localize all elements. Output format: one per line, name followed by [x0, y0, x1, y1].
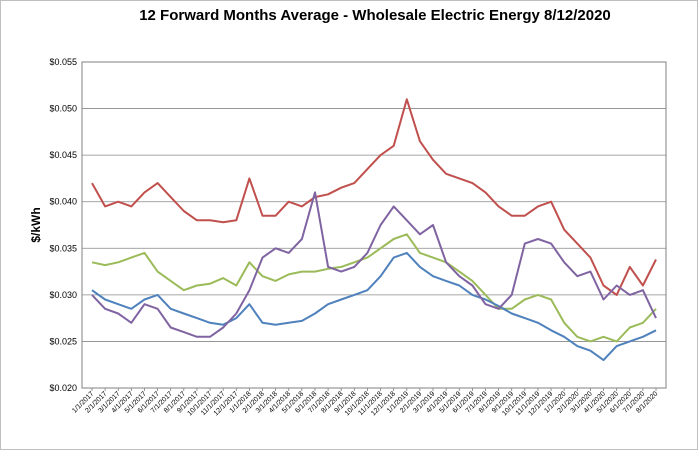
plot-area: [81, 61, 667, 389]
y-tick-label: $0.045: [49, 150, 77, 160]
series-line-2: [91, 233, 657, 343]
chart-title: 12 Forward Months Average - Wholesale El…: [139, 7, 611, 24]
y-tick-label: $0.025: [49, 336, 77, 346]
y-axis-label: $/kWh: [29, 207, 43, 242]
y-tick-label: $0.030: [49, 290, 77, 300]
y-tick-label: $0.040: [49, 197, 77, 207]
series-line-1: [91, 98, 657, 296]
y-tick-label: $0.020: [49, 383, 77, 393]
series-lines: [91, 98, 657, 362]
series-line-3: [91, 251, 657, 362]
series-line-4: [91, 191, 657, 338]
gridlines: [82, 61, 666, 389]
y-tick-label: $0.050: [49, 104, 77, 114]
y-tick-label: $0.055: [49, 57, 77, 67]
y-tick-label: $0.035: [49, 243, 77, 253]
y-axis: $0.020 $0.025 $0.030 $0.035 $0.040 $0.045 $0.0…: [49, 57, 77, 393]
